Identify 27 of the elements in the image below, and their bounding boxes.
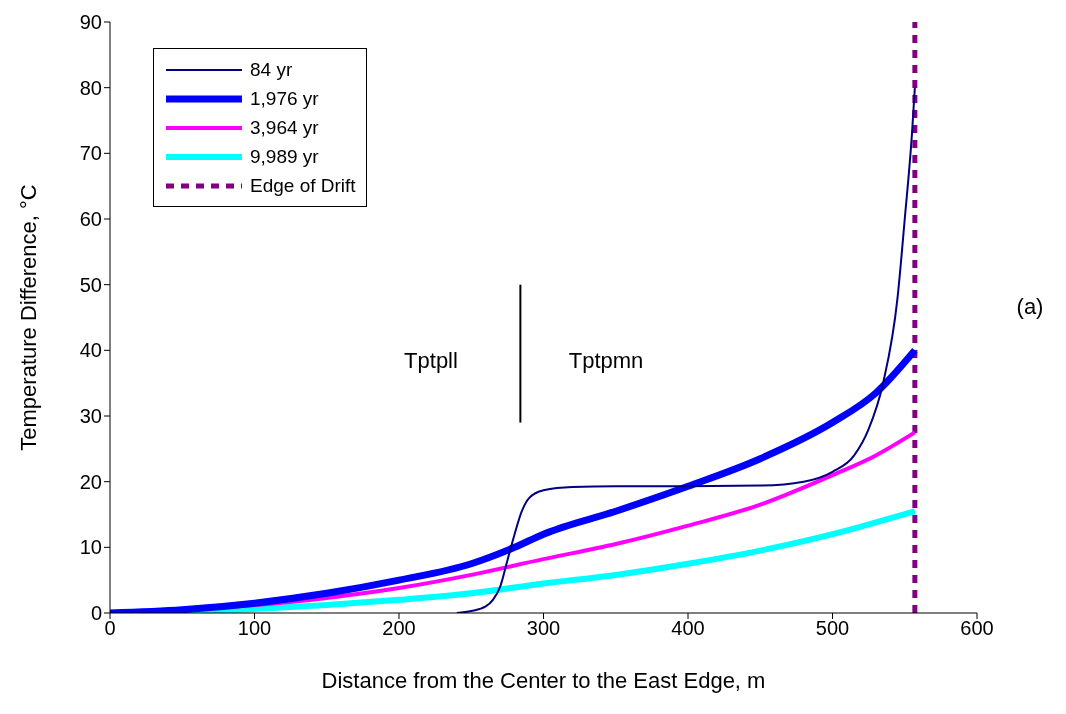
text: (a) bbox=[1016, 294, 1044, 320]
x-tick-label: 0 bbox=[104, 617, 116, 640]
y-tick-label: 70 bbox=[79, 142, 102, 165]
legend-label: 9,989 yr bbox=[250, 145, 319, 168]
x-tick-label: 100 bbox=[237, 617, 272, 640]
annotation: Tptpmn bbox=[568, 348, 644, 374]
y-tick-label: 0 bbox=[90, 602, 102, 625]
y-tick-label: 60 bbox=[79, 208, 102, 231]
x-tick-label: 200 bbox=[382, 617, 416, 640]
y-tick-label: 50 bbox=[79, 273, 102, 296]
legend-label: 1,976 yr bbox=[250, 87, 319, 110]
y-tick-label: 80 bbox=[79, 76, 102, 99]
legend-label: 3,964 yr bbox=[250, 116, 319, 139]
x-axis-title: Distance from the Center to the East Edge, m bbox=[321, 668, 766, 693]
annotation: Tptpll bbox=[404, 348, 458, 374]
y-tick-label: 30 bbox=[79, 405, 102, 428]
y-tick-label: 20 bbox=[79, 470, 102, 493]
x-tick-label: 400 bbox=[671, 617, 705, 640]
x-tick-label: 600 bbox=[960, 617, 994, 640]
y-tick-label: 10 bbox=[79, 536, 102, 559]
legend-label: Edge of Drift bbox=[250, 174, 356, 197]
legend-label: 84 yr bbox=[250, 58, 293, 81]
x-tick-label: 500 bbox=[815, 617, 850, 640]
y-tick-label: 40 bbox=[79, 339, 102, 362]
x-tick-label: 300 bbox=[526, 617, 561, 640]
y-axis-title: Temperature Difference, °C bbox=[15, 184, 41, 451]
y-tick-label: 90 bbox=[79, 11, 102, 34]
